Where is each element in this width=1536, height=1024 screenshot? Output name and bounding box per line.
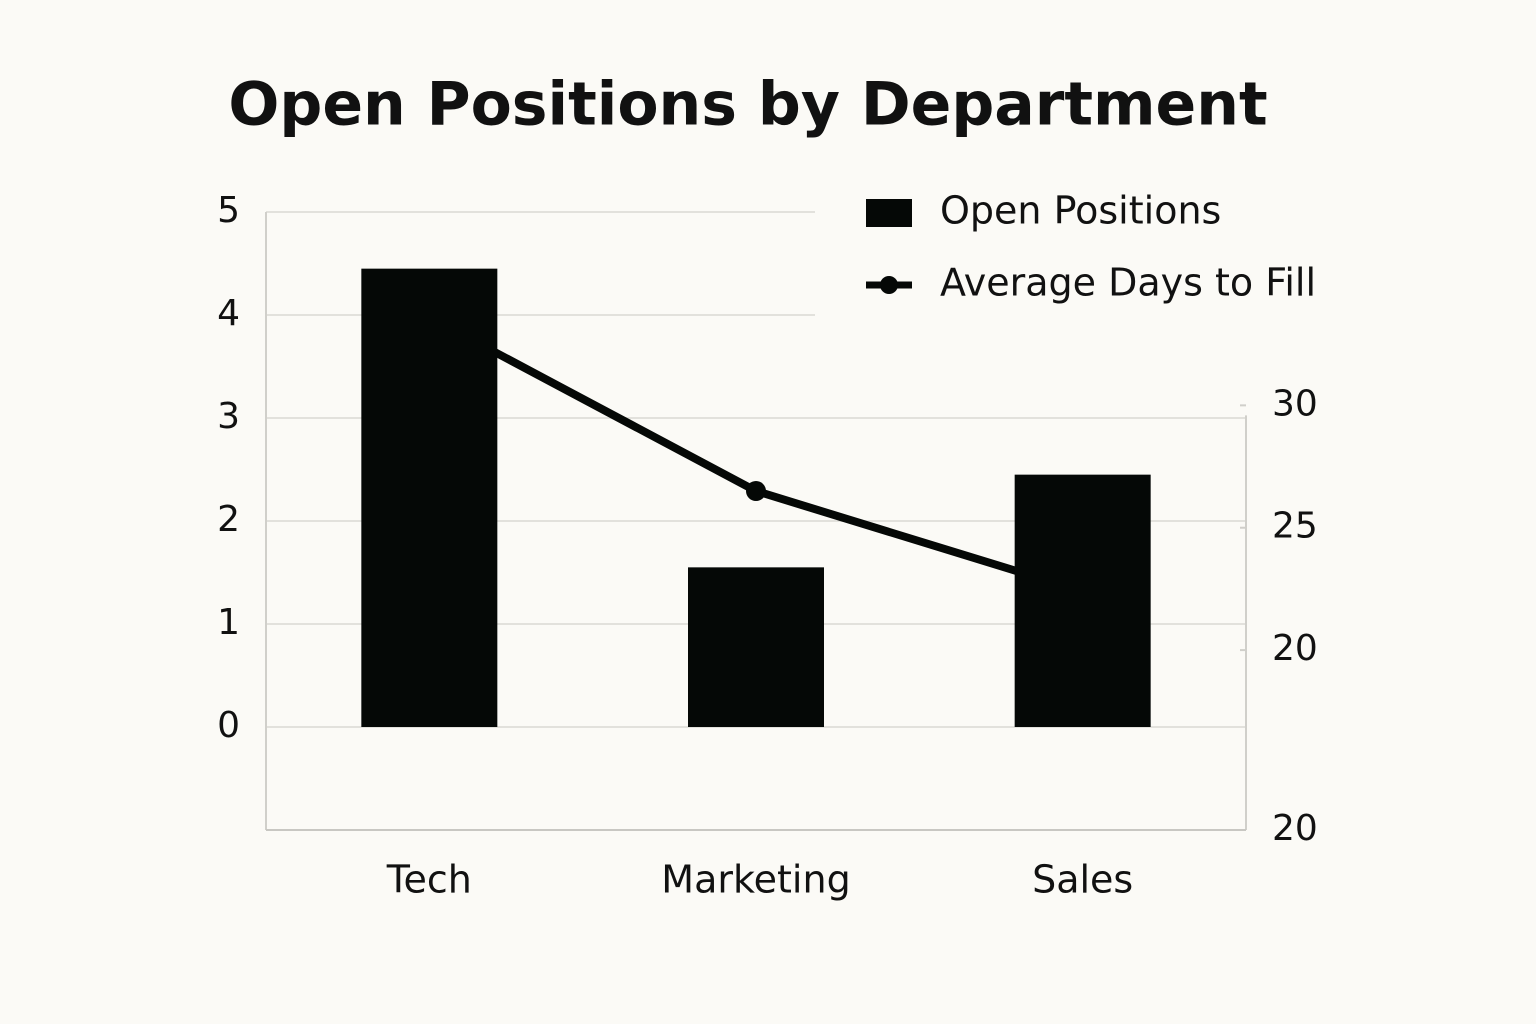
line-marker — [746, 481, 766, 502]
bar — [361, 268, 498, 727]
y-tick-label: 3 — [217, 396, 240, 437]
x-tick-label: Tech — [386, 858, 472, 902]
y-tick-label: 0 — [217, 705, 240, 746]
y2-tick-label: 30 — [1272, 383, 1318, 424]
legend-label: Average Days to Fill — [940, 261, 1316, 305]
x-tick-label: Sales — [1032, 858, 1133, 902]
y2-tick-label: 20 — [1272, 628, 1318, 669]
legend-label: Open Positions — [940, 189, 1221, 233]
x-tick-label: Marketing — [661, 858, 850, 902]
y2-tick-label: 20 — [1272, 808, 1318, 849]
legend-marker — [880, 276, 898, 294]
y-tick-label: 2 — [217, 499, 240, 540]
chart-title: Open Positions by Department — [228, 70, 1267, 140]
y-tick-label: 1 — [217, 602, 240, 643]
y-tick-label: 4 — [217, 293, 240, 334]
bar — [1014, 474, 1151, 727]
legend-swatch — [866, 199, 912, 227]
y-tick-label: 5 — [217, 190, 240, 231]
y2-tick-label: 25 — [1272, 506, 1318, 547]
bar — [688, 567, 824, 727]
